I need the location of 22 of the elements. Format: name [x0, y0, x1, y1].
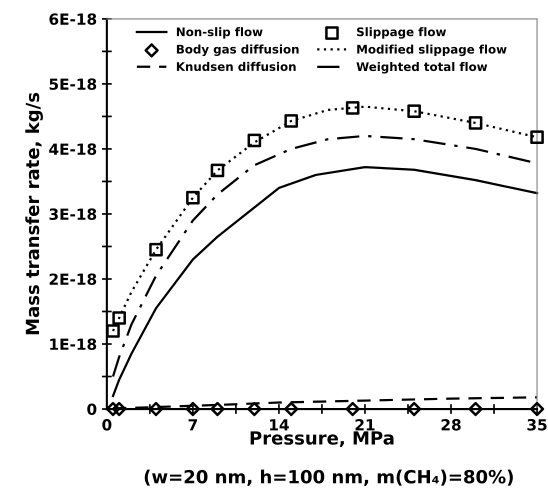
y-tick-label: 1E-18 [50, 338, 96, 350]
y-tick-label: 2E-18 [50, 273, 96, 286]
x-tick-label: 14 [270, 419, 289, 430]
legend-label: Knudsen diffusion [176, 62, 296, 72]
y-axis-title: Mass transfer rate, kg/s [25, 92, 43, 334]
legend-label: Non-slip flow [176, 27, 263, 39]
legend-label: Weighted total flow [356, 62, 488, 74]
legend-label: Slippage flow [357, 27, 446, 39]
x-tick-label: 0 [102, 419, 112, 431]
x-tick-label: 7 [188, 419, 197, 430]
x-axis-title: Pressure, MPa [250, 431, 394, 448]
y-tick-label: 6E-18 [49, 13, 96, 25]
y-tick-label: 4E-18 [49, 143, 96, 155]
y-tick-label: 5E-18 [50, 78, 96, 90]
text: (w=20 nm, h=100 nm, m(CH₄)=80%) [144, 470, 513, 486]
y-tick-label: 0 [87, 403, 96, 416]
legend-label: Body gas diffusion [176, 44, 299, 56]
y-tick-label: 3E-18 [49, 208, 96, 220]
x-tick-label: 21 [356, 419, 375, 430]
x-tick-label: 35 [527, 419, 547, 431]
legend-label: Modified slippage flow [357, 44, 507, 56]
x-tick-label: 28 [442, 419, 461, 431]
